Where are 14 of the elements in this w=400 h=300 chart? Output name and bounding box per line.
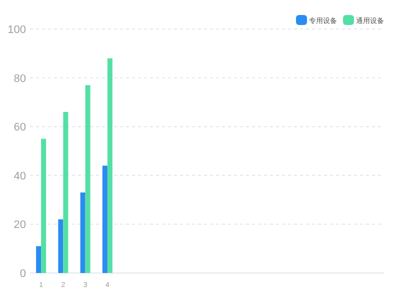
y-tick-label: 60: [14, 122, 26, 134]
y-tick-label: 40: [14, 170, 26, 182]
y-tick-label: 100: [8, 24, 26, 36]
y-tick-label: 0: [20, 268, 26, 280]
bar: [41, 138, 46, 273]
bar: [80, 192, 86, 273]
y-tick-label: 80: [14, 72, 26, 85]
bar: [102, 166, 108, 273]
bar: [63, 112, 68, 273]
y-tick-label: 20: [14, 219, 26, 232]
bar: [36, 246, 42, 273]
bar: [58, 219, 64, 273]
bar: [85, 85, 90, 273]
bar: [107, 58, 112, 273]
